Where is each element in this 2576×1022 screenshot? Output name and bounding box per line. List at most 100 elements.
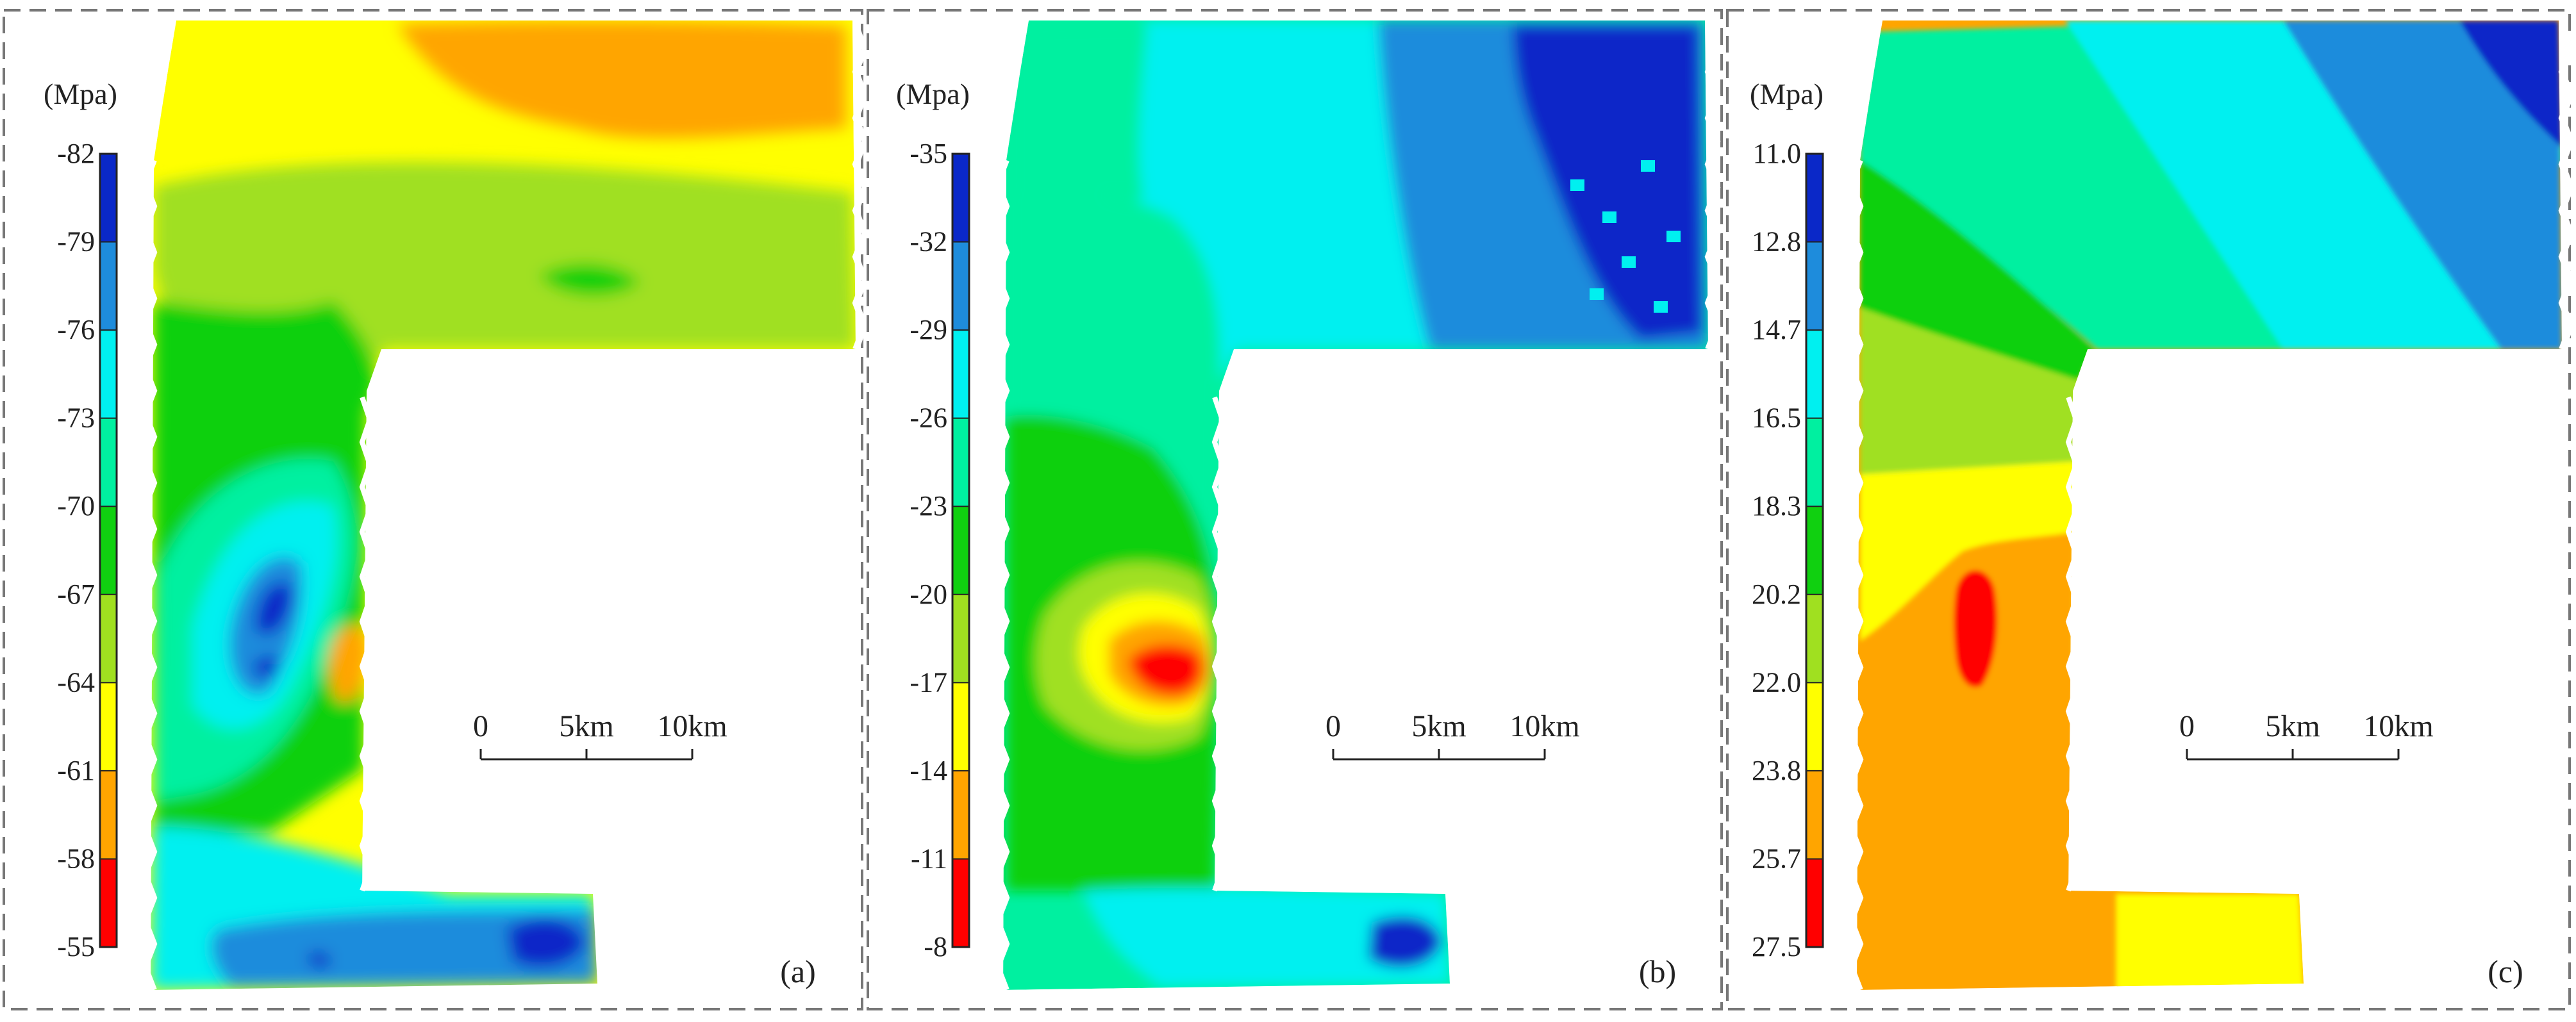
colorbar-tick-label: -17 bbox=[910, 666, 947, 698]
colorbar-tick-label: -76 bbox=[57, 314, 95, 345]
contour-region bbox=[1513, 26, 1702, 340]
colorbar-tick-label: -29 bbox=[910, 314, 947, 345]
boundary-right bbox=[852, 24, 868, 350]
colorbar-tick-label: -20 bbox=[910, 579, 947, 610]
colorbar: -35 -32 -29 -26 -23 -20 -17 -14 -11 -8 (Mpa) bbox=[896, 78, 970, 962]
colorbar-segment bbox=[952, 770, 969, 859]
colorbar-segment bbox=[100, 418, 117, 507]
contour-speckle bbox=[1622, 256, 1636, 268]
colorbar-segment bbox=[100, 242, 117, 331]
colorbar-segment bbox=[1806, 242, 1823, 331]
panel-b: -35 -32 -29 -26 -23 -20 -17 -14 -11 -8 (Mpa) 0 5km 10… bbox=[867, 9, 1723, 1010]
contour-region bbox=[308, 952, 331, 968]
boundary-left bbox=[993, 159, 1010, 991]
scale-bar: 0 5km 10km bbox=[2179, 709, 2434, 761]
colorbar-tick-label: 25.7 bbox=[1752, 843, 1801, 874]
colorbar-tick-label: -32 bbox=[910, 226, 947, 258]
colorbar-segment bbox=[1806, 594, 1823, 683]
colorbar-segment bbox=[1806, 682, 1823, 771]
mesh-boundary bbox=[1847, 24, 2575, 991]
colorbar-tick-label: 23.8 bbox=[1752, 755, 1801, 786]
colorbar-tick-label: -64 bbox=[57, 666, 95, 698]
scale-bar-label: 5km bbox=[2265, 709, 2320, 743]
scale-bar: 0 5km 10km bbox=[1325, 709, 1580, 761]
colorbar-segment bbox=[952, 330, 969, 419]
colorbar-tick-label: -73 bbox=[57, 402, 95, 434]
colorbar-tick-label: -14 bbox=[910, 755, 947, 786]
contour-region bbox=[1954, 570, 1997, 688]
colorbar-tick-label: -58 bbox=[57, 843, 95, 874]
contour-region bbox=[211, 910, 597, 987]
colorbar-segment bbox=[1806, 154, 1823, 243]
colorbar-tick-label: -26 bbox=[910, 402, 947, 434]
colorbar-tick-label: 12.8 bbox=[1752, 226, 1801, 258]
contour-region bbox=[1368, 916, 1442, 968]
contour-region bbox=[253, 656, 279, 679]
colorbar-segment bbox=[1806, 770, 1823, 859]
panel-frame bbox=[1726, 9, 2571, 1010]
colorbar-tick-label: -82 bbox=[57, 138, 95, 169]
boundary-left bbox=[141, 159, 158, 991]
colorbar-unit: (Mpa) bbox=[44, 78, 117, 110]
colorbar-tick-label: 27.5 bbox=[1752, 931, 1801, 962]
contour-region bbox=[1128, 645, 1202, 695]
scale-bar-label: 5km bbox=[559, 709, 613, 743]
contour-region bbox=[1010, 23, 1147, 199]
panel-label: (a) bbox=[780, 953, 816, 989]
scale-bar-label: 10km bbox=[657, 709, 727, 743]
colorbar-segment bbox=[100, 859, 117, 948]
contour-region bbox=[538, 263, 641, 296]
boundary-inner bbox=[2065, 396, 2079, 892]
colorbar-unit: (Mpa) bbox=[896, 78, 970, 110]
boundary-right bbox=[1704, 24, 1721, 350]
scale-bar-label: 5km bbox=[1411, 709, 1466, 743]
colorbar-tick-label: -8 bbox=[924, 931, 947, 962]
contour-region bbox=[506, 918, 586, 968]
scale-bar-label: 0 bbox=[2179, 709, 2195, 743]
colorbar-tick-label: 20.2 bbox=[1752, 579, 1801, 610]
colorbar-segment bbox=[100, 770, 117, 859]
colorbar-tick-label: 16.5 bbox=[1752, 402, 1801, 434]
colorbar-tick-label: -23 bbox=[910, 490, 947, 522]
contour-region bbox=[160, 89, 449, 150]
colorbar-segment bbox=[952, 682, 969, 771]
colorbar-tick-label: -70 bbox=[57, 490, 95, 522]
colorbar-tick-label: -55 bbox=[57, 931, 95, 962]
boundary-inner bbox=[1211, 396, 1226, 892]
colorbar-tick-label: -11 bbox=[911, 843, 947, 874]
contour-region bbox=[2116, 894, 2304, 990]
panel-label: (b) bbox=[1639, 953, 1676, 989]
colorbar-segment bbox=[952, 594, 969, 683]
colorbar-segment bbox=[100, 506, 117, 595]
contour-region bbox=[1083, 887, 1450, 987]
contour-speckle bbox=[1590, 288, 1604, 300]
contour-region bbox=[255, 582, 292, 635]
colorbar-tick-label: 18.3 bbox=[1752, 490, 1801, 522]
colorbar: 11.0 12.8 14.7 16.5 18.3 20.2 22.0 23.8 25.7 27.5… bbox=[1750, 78, 1824, 962]
boundary-left bbox=[1847, 159, 1864, 991]
colorbar-segment bbox=[952, 418, 969, 507]
scale-bar: 0 5km 10km bbox=[473, 709, 727, 761]
contour-speckle bbox=[1666, 231, 1681, 242]
colorbar-segment bbox=[100, 154, 117, 243]
panel-frame bbox=[3, 9, 863, 1010]
contour-speckle bbox=[1641, 160, 1655, 172]
contour-map bbox=[1857, 21, 2562, 990]
contour-region bbox=[329, 625, 369, 703]
colorbar-tick-label: -61 bbox=[57, 755, 95, 786]
contour-speckle bbox=[1654, 301, 1668, 313]
colorbar: -82 -79 -76 -73 -70 -67 -64 -61 -58 -55 (Mpa) bbox=[44, 78, 118, 962]
colorbar-segment bbox=[1806, 330, 1823, 419]
colorbar-segment bbox=[1806, 506, 1823, 595]
contour-region bbox=[1857, 532, 2116, 990]
contour-map bbox=[1003, 21, 1708, 990]
colorbar-tick-label: -79 bbox=[57, 226, 95, 258]
contour-region bbox=[2459, 21, 2562, 147]
scale-bar-label: 10km bbox=[1509, 709, 1579, 743]
colorbar-segment bbox=[100, 594, 117, 683]
panel-a: -82 -79 -76 -73 -70 -67 -64 -61 -58 -55 (Mpa) 0 5km 1… bbox=[3, 9, 868, 1010]
colorbar-segment bbox=[1806, 418, 1823, 507]
colorbar-tick-label: -35 bbox=[910, 138, 947, 169]
panel-c: 11.0 12.8 14.7 16.5 18.3 20.2 22.0 23.8 25.7 27.5… bbox=[1726, 9, 2575, 1010]
